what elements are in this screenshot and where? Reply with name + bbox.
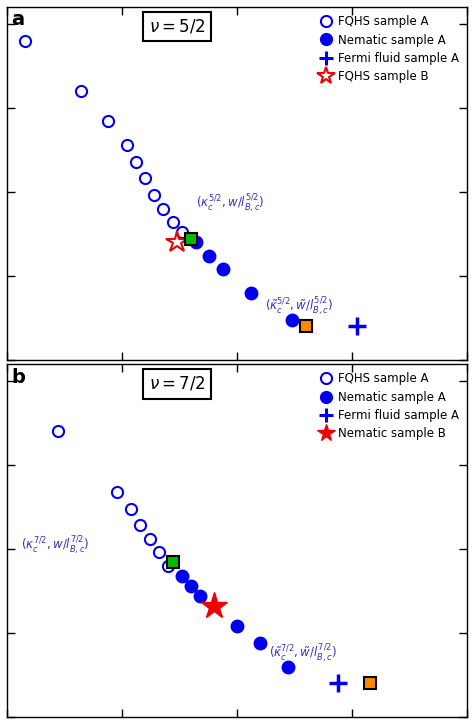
- Text: $(\tilde{\kappa}_c^{7/2}, \tilde{w}/l_{B,c}^{7/2})$: $(\tilde{\kappa}_c^{7/2}, \tilde{w}/l_{B…: [269, 643, 337, 665]
- Text: $(\kappa_c^{5/2}, w/l_{B,c}^{5/2})$: $(\kappa_c^{5/2}, w/l_{B,c}^{5/2})$: [196, 193, 264, 215]
- Text: a: a: [11, 10, 25, 30]
- Text: b: b: [11, 368, 26, 387]
- Text: $\nu = 5/2$: $\nu = 5/2$: [149, 17, 205, 35]
- Text: $\nu = 7/2$: $\nu = 7/2$: [149, 375, 205, 392]
- Text: $(\tilde{\kappa}_c^{5/2}, \tilde{w}/l_{B,c}^{5/2})$: $(\tilde{\kappa}_c^{5/2}, \tilde{w}/l_{B…: [264, 296, 333, 319]
- Text: $(\kappa_c^{7/2}, w/l_{B,c}^{7/2})$: $(\kappa_c^{7/2}, w/l_{B,c}^{7/2})$: [21, 534, 90, 557]
- Legend: FQHS sample A, Nematic sample A, Fermi fluid sample A, Nematic sample B: FQHS sample A, Nematic sample A, Fermi f…: [318, 370, 461, 442]
- Legend: FQHS sample A, Nematic sample A, Fermi fluid sample A, FQHS sample B: FQHS sample A, Nematic sample A, Fermi f…: [318, 13, 461, 85]
